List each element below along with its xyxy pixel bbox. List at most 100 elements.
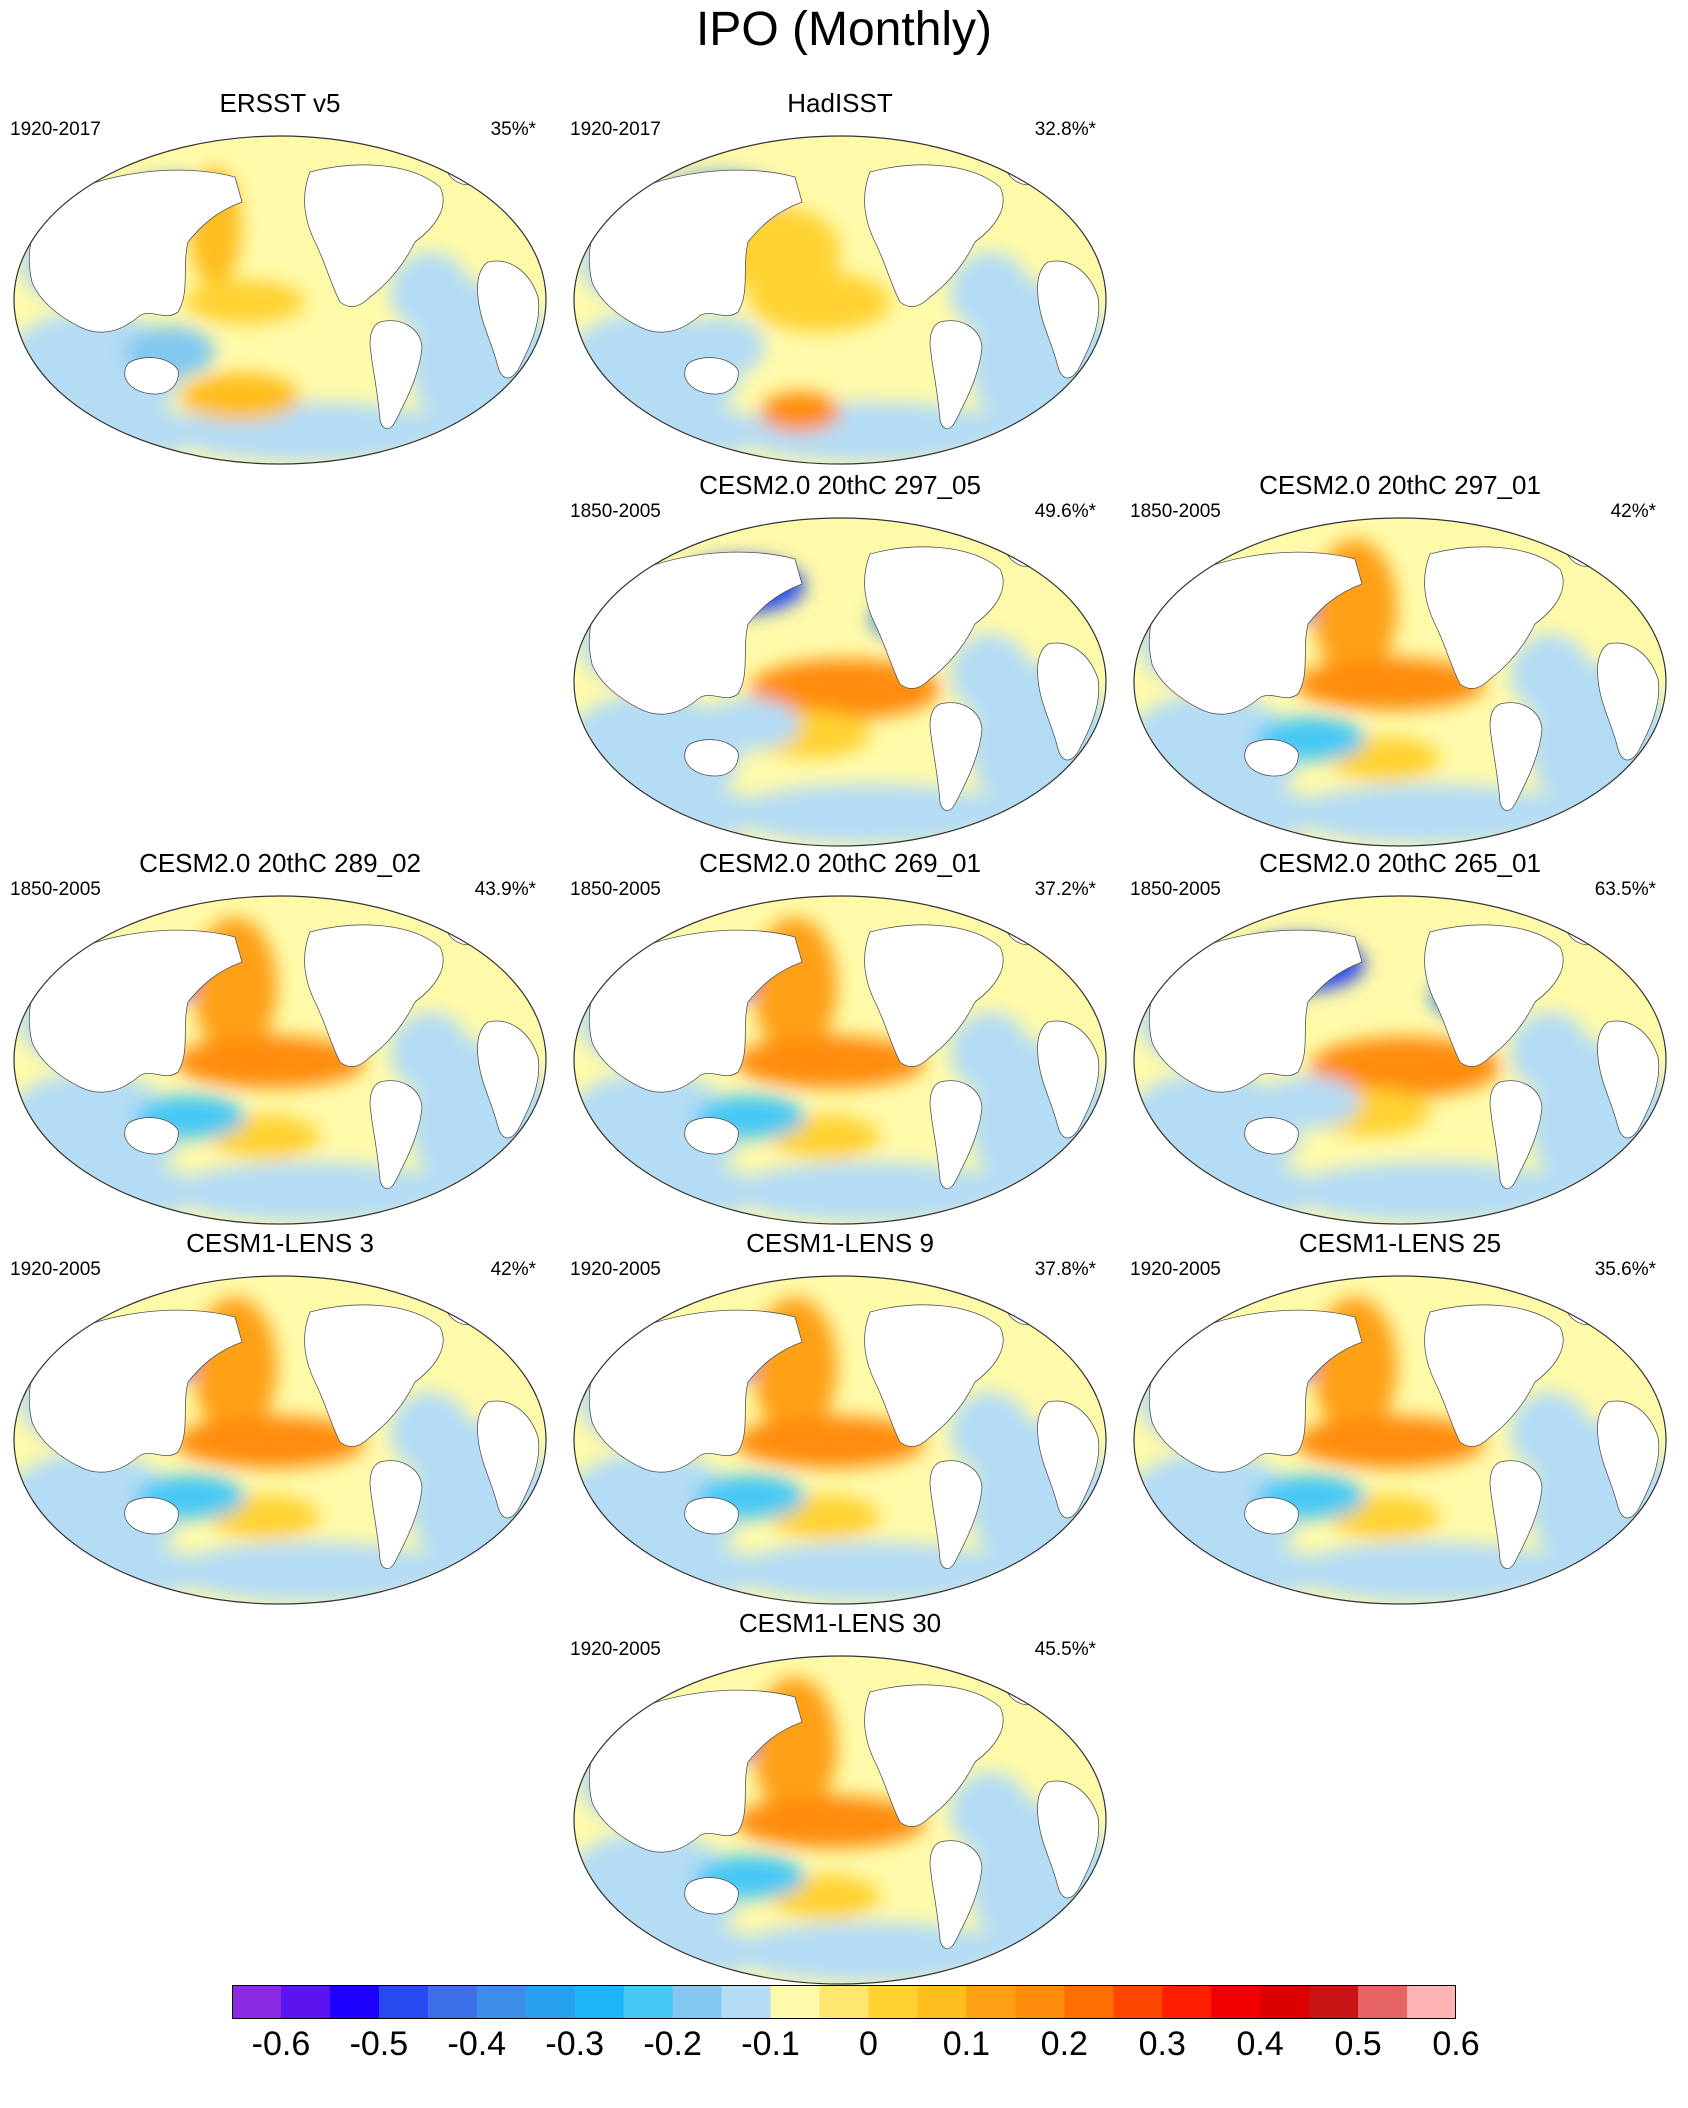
land-northAmerica [864,924,1004,1067]
colorbar-labels: -0.6 -0.5 -0.4 -0.3 -0.2 -0.1 0 0.1 0.2 0.3 0.4 0.5… [0,2022,1688,2072]
panel-variance-percent: 37.2%* [1034,879,1096,900]
panel-variance-percent: 32.8%* [1034,119,1096,140]
land-southAmerica [1489,702,1543,811]
sst-anomaly-region [950,1012,1030,1092]
colorbar-swatch [966,1985,1016,2019]
land-australia [684,1117,739,1155]
land-africa [1037,1780,1100,1899]
land-asia [28,1309,243,1473]
map-border [573,1275,1107,1605]
panel-title: CESM1-LENS 3 [186,1228,374,1258]
panel-title: ERSST v5 [219,88,341,118]
map-border [573,517,1107,847]
sst-anomaly-region [730,1542,1010,1602]
panel-period: 1920-2005 [10,1259,101,1280]
land-africa [1037,642,1100,761]
sst-anomaly-core [218,292,272,312]
land-southAmerica [929,1080,983,1189]
sst-anomaly-core [725,1487,775,1507]
sst-anomaly-region [730,1162,1010,1222]
sst-regression-map [1133,1275,1667,1605]
map-panel: CESM2.0 20thC 265_01 1850-2005 63.5%* [1120,848,1680,1228]
sst-anomaly-region [1510,1392,1590,1472]
map-panel: CESM2.0 20thC 289_02 1850-2005 43.9%* [0,848,560,1228]
sst-anomaly-core [787,1430,873,1454]
sst-anomaly-core [227,1050,313,1074]
land-northAmerica [304,164,444,307]
colorbar-swatch [1015,1985,1065,2019]
sst-anomaly-core [216,1335,254,1399]
land-southAmerica [1489,1080,1543,1189]
sst-anomaly-core [240,1507,290,1527]
panel-variance-percent: 43.9%* [474,879,536,900]
land-africa [1597,642,1660,761]
colorbar-swatch [329,1985,380,2019]
land-asia [588,169,803,333]
sst-anomaly-core [216,955,254,1019]
sst-anomaly-region [80,1167,200,1217]
panel-title: CESM2.0 20thC 297_05 [699,470,981,500]
land-australia [684,1497,739,1535]
land-africa [1037,260,1100,379]
sst-regression-map [573,895,1107,1225]
sst-anomaly-region [640,1167,760,1217]
land-northAmerica [1424,546,1564,689]
land-asia [1148,929,1363,1093]
land-southAmerica [929,1460,983,1569]
land-southAmerica [369,320,423,429]
colorbar-tick-label: -0.4 [447,2025,507,2063]
land-australia [124,357,179,395]
sst-anomaly-region [1290,784,1570,844]
land-australia [684,739,739,777]
land-africa [477,1400,540,1519]
sst-anomaly-core [1362,1053,1448,1081]
sst-anomaly-region [1290,1162,1570,1222]
colorbar-tick-label: 0.2 [1040,2025,1088,2063]
map-border [1133,517,1667,847]
sst-anomaly-region [950,634,1030,714]
sst-anomaly-region [1200,1547,1320,1597]
map-panel: CESM2.0 20thC 297_01 1850-2005 42%* [1120,470,1680,850]
map-panel: CESM1-LENS 3 1920-2005 42%* [0,1228,560,1608]
colorbar-tick-label: -0.2 [643,2025,702,2063]
map-panel: CESM1-LENS 25 1920-2005 35.6%* [1120,1228,1680,1608]
land-australia [684,357,739,395]
colorbar-swatch [1162,1985,1212,2019]
map-border [1133,895,1667,1225]
panel-period: 1920-2005 [570,1259,661,1280]
sst-anomaly-region [80,1547,200,1597]
sst-anomaly-region [1290,1542,1570,1602]
colorbar-swatch [232,1985,282,2019]
sst-anomaly-region [80,407,200,457]
colorbar-tick-label: 0.3 [1138,2025,1186,2063]
map-border [573,135,1107,465]
sst-anomaly-core [699,333,741,361]
sst-anomaly-region [950,1772,1030,1852]
land-northAmerica [864,1304,1004,1447]
panel-title: CESM2.0 20thC 269_01 [699,848,981,878]
map-panel: CESM2.0 20thC 269_01 1850-2005 37.2%* [560,848,1120,1228]
land-australia [684,1877,739,1915]
sst-anomaly-region [730,784,1010,844]
sst-anomaly-core [800,1507,850,1527]
panel-title: CESM1-LENS 9 [746,1228,934,1258]
colorbar-swatch [525,1985,576,2019]
sst-anomaly-core [800,1127,850,1147]
sst-anomaly-core [227,1430,313,1454]
colorbar-swatch [672,1985,723,2019]
colorbar-swatch [476,1985,527,2019]
map-border [573,895,1107,1225]
land-asia [28,929,243,1093]
land-australia [124,1117,179,1155]
land-southAmerica [369,1080,423,1189]
colorbar-tick-label: 0 [859,2025,878,2063]
sst-anomaly-core [725,1867,775,1887]
colorbar-swatch [574,1985,625,2019]
sst-anomaly-core [165,1107,215,1127]
panel-variance-percent: 35.6%* [1594,1259,1656,1280]
map-border [573,1655,1107,1985]
sst-anomaly-region [950,1392,1030,1472]
sst-anomaly-core [725,1107,775,1127]
map-border [13,135,547,465]
map-panel: CESM1-LENS 30 1920-2005 45.5%* [560,1608,1120,1988]
